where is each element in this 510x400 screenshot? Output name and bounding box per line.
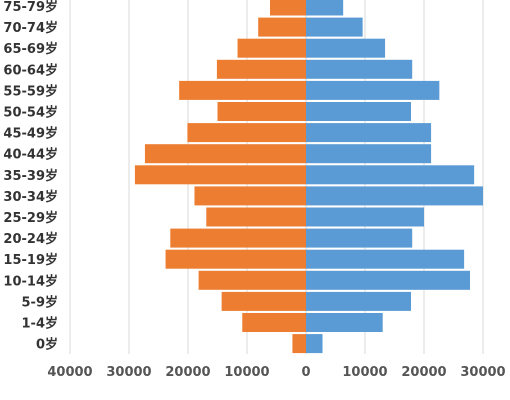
category-labels: 0岁 1-4岁 5-9岁 10-14岁 15-19岁 20-24岁 25-29岁 30-34岁…	[3, 0, 58, 353]
category-label-5: 20-24岁	[3, 231, 58, 247]
bar-right-14	[306, 38, 386, 58]
category-label-10: 45-49岁	[3, 126, 58, 142]
bar-right-5	[306, 228, 413, 248]
bar-right-8	[306, 165, 475, 185]
bar-right-11	[306, 102, 412, 121]
x-tick-label-2: 20000	[165, 365, 210, 380]
category-label-15: 70-74岁	[3, 20, 58, 36]
category-label-12: 55-59岁	[3, 83, 58, 99]
bar-left-16	[270, 0, 306, 16]
category-label-14: 65-69岁	[3, 41, 58, 57]
bar-right-16	[306, 0, 344, 16]
bar-left-9	[144, 144, 306, 164]
bar-right-15	[306, 17, 363, 37]
category-label-6: 25-29岁	[3, 210, 58, 226]
category-label-8: 35-39岁	[3, 168, 58, 184]
x-tick-label-3: 10000	[224, 365, 269, 380]
category-label-13: 60-64岁	[3, 62, 58, 78]
category-label-3: 10-14岁	[3, 273, 58, 289]
left-series-bars	[134, 0, 306, 354]
category-label-7: 30-34岁	[3, 189, 58, 205]
bar-right-2	[306, 291, 412, 311]
bar-right-6	[306, 207, 424, 227]
bar-left-14	[237, 38, 306, 58]
right-series-bars	[306, 0, 483, 354]
x-tick-label-4: 0	[301, 365, 310, 380]
bar-right-12	[306, 80, 440, 100]
bar-left-4	[165, 249, 306, 269]
bar-right-13	[306, 59, 413, 79]
x-tick-label-0: 40000	[47, 365, 92, 380]
bar-right-9	[306, 144, 432, 164]
category-label-9: 40-44岁	[3, 147, 58, 163]
bar-left-3	[198, 270, 306, 290]
category-label-1: 1-4岁	[22, 316, 59, 332]
bar-left-13	[216, 59, 306, 79]
category-label-0: 0岁	[36, 337, 58, 353]
bar-left-15	[258, 17, 306, 37]
bar-left-8	[134, 165, 306, 185]
category-label-11: 50-54岁	[3, 105, 58, 121]
bar-right-10	[306, 123, 432, 143]
bar-right-3	[306, 270, 471, 290]
bar-right-4	[306, 249, 465, 269]
bar-right-1	[306, 313, 383, 332]
bar-left-12	[179, 80, 306, 100]
bar-right-0	[306, 334, 323, 354]
x-tick-label-5: 10000	[342, 365, 387, 380]
bar-left-11	[217, 102, 306, 121]
bar-left-6	[206, 207, 306, 227]
category-label-4: 15-19岁	[3, 252, 58, 268]
x-tick-label-1: 30000	[106, 365, 151, 380]
bar-left-2	[221, 291, 306, 311]
bar-left-0	[292, 334, 306, 354]
bar-left-1	[242, 313, 306, 332]
bar-left-10	[187, 123, 306, 143]
bar-left-5	[170, 228, 306, 248]
x-tick-label-6: 20000	[401, 365, 446, 380]
category-label-16: 75-79岁	[3, 0, 58, 15]
category-label-2: 5-9岁	[22, 294, 59, 310]
bar-left-7	[194, 186, 306, 206]
x-axis-tick-labels: 40000 30000 20000 10000 0 10000 20000 30000	[47, 365, 505, 380]
bar-right-7	[306, 186, 483, 206]
x-tick-label-7: 30000	[460, 365, 505, 380]
